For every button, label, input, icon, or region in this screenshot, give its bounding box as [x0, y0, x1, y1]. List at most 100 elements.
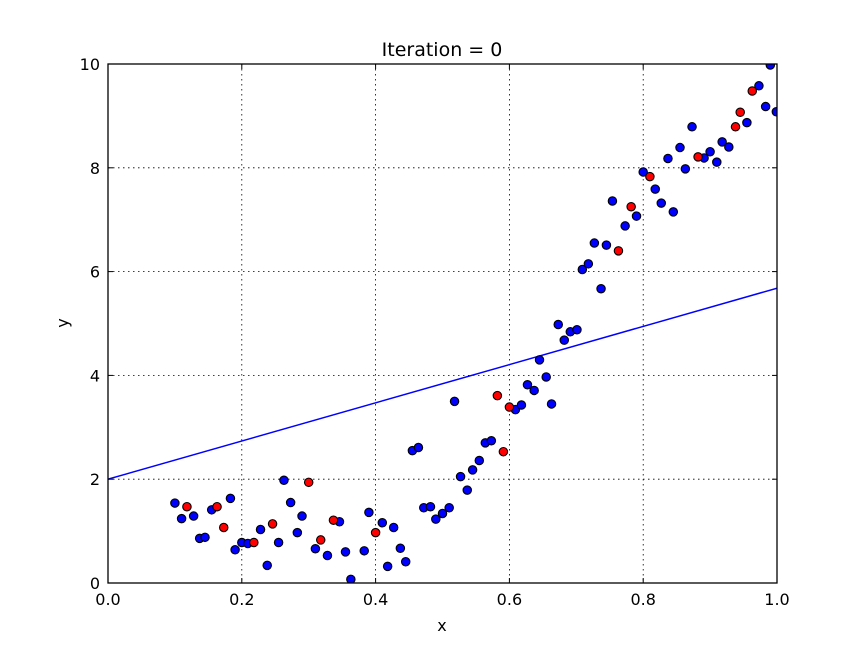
x-tick-label: 0.2: [229, 590, 254, 609]
blue-data-point: [620, 221, 630, 231]
blue-data-point: [675, 142, 685, 153]
y-tick-label: 8: [90, 159, 100, 178]
blue-data-point: [388, 522, 399, 533]
blue-data-point: [359, 546, 369, 556]
blue-data-point: [425, 501, 436, 512]
blue-data-point: [285, 497, 296, 508]
blue-data-point: [377, 518, 388, 528]
blue-data-point: [310, 543, 321, 554]
red-data-point: [249, 537, 259, 548]
blue-data-point: [771, 106, 777, 117]
x-tick-label: 0.4: [363, 590, 388, 609]
red-data-point: [735, 107, 745, 118]
plot-area: [108, 64, 777, 583]
blue-data-point: [474, 455, 485, 466]
blue-data-point: [364, 507, 374, 518]
blue-data-point: [467, 465, 478, 475]
blue-data-point: [663, 153, 673, 164]
blue-data-point: [577, 264, 588, 275]
blue-data-point: [444, 502, 454, 513]
blue-data-point: [486, 436, 497, 446]
red-data-point: [626, 201, 636, 212]
red-data-point: [613, 246, 624, 256]
blue-data-point: [687, 122, 697, 132]
red-data-point: [303, 477, 314, 488]
blue-data-point: [754, 81, 764, 91]
blue-data-point: [589, 238, 600, 248]
red-data-point: [218, 522, 229, 533]
axis-ticks: 0.0 0.2 0.4 0.6 0.8 1.0 0 2 4 6 8 10: [80, 55, 790, 609]
blue-data-point: [346, 574, 356, 583]
data-points: [170, 64, 777, 583]
red-data-point: [182, 501, 192, 512]
x-tick-label: 1.0: [764, 590, 789, 609]
blue-data-point: [455, 471, 466, 482]
red-data-point: [328, 515, 339, 525]
y-tick-label: 6: [90, 263, 100, 282]
blue-data-point: [230, 545, 240, 555]
blue-data-point: [650, 184, 660, 194]
blue-data-point: [724, 142, 734, 152]
blue-data-point: [188, 511, 199, 521]
red-data-point: [492, 390, 503, 401]
blue-data-point: [760, 101, 771, 112]
blue-data-point: [583, 259, 594, 269]
x-tick-label: 0.6: [497, 590, 522, 609]
blue-data-point: [292, 527, 303, 538]
red-data-point: [315, 535, 326, 545]
blue-data-point: [200, 532, 210, 543]
blue-data-point: [225, 493, 236, 504]
blue-data-point: [297, 511, 307, 521]
blue-data-point: [382, 561, 393, 572]
blue-data-point: [462, 485, 473, 495]
blue-data-point: [553, 319, 563, 330]
blue-data-point: [279, 475, 289, 485]
blue-data-point: [176, 513, 187, 524]
blue-data-point: [449, 396, 460, 407]
blue-data-point: [680, 164, 691, 174]
x-tick-label: 0.0: [95, 590, 120, 609]
blue-data-point: [516, 400, 527, 410]
blue-data-point: [607, 196, 618, 206]
red-data-point: [498, 446, 509, 457]
blue-data-point: [559, 335, 570, 345]
y-axis-label: y: [53, 318, 72, 327]
blue-data-point: [262, 560, 272, 571]
blue-data-point: [572, 324, 582, 335]
chart-title: Iteration = 0: [382, 39, 503, 61]
blue-data-point: [656, 198, 667, 208]
red-data-point: [504, 402, 515, 412]
blue-data-point: [322, 550, 333, 561]
grid-lines: [108, 64, 777, 583]
blue-data-point: [273, 537, 284, 548]
blue-data-point: [742, 117, 752, 128]
blue-data-point: [705, 146, 715, 157]
red-data-point: [370, 527, 381, 538]
blue-data-point: [668, 207, 679, 217]
blue-data-point: [631, 211, 642, 221]
y-tick-label: 4: [90, 366, 100, 385]
blue-data-point: [255, 524, 266, 535]
blue-data-point: [765, 64, 776, 70]
blue-data-point: [534, 355, 545, 365]
red-data-point: [730, 122, 741, 132]
red-data-point: [693, 152, 703, 162]
blue-data-point: [400, 556, 411, 567]
x-axis-label: x: [437, 616, 446, 635]
blue-data-point: [712, 157, 722, 167]
blue-data-point: [522, 379, 533, 390]
regression-line: [108, 287, 777, 480]
blue-data-point: [529, 385, 539, 396]
blue-data-point: [340, 547, 351, 557]
blue-data-point: [413, 442, 424, 453]
axes-frame: [107, 63, 778, 584]
red-data-point: [212, 501, 222, 512]
blue-data-point: [431, 514, 441, 524]
red-data-point: [645, 171, 655, 182]
blue-data-point: [638, 167, 648, 177]
blue-data-point: [395, 543, 406, 553]
x-tick-label: 0.8: [630, 590, 655, 609]
blue-data-point: [437, 508, 448, 519]
